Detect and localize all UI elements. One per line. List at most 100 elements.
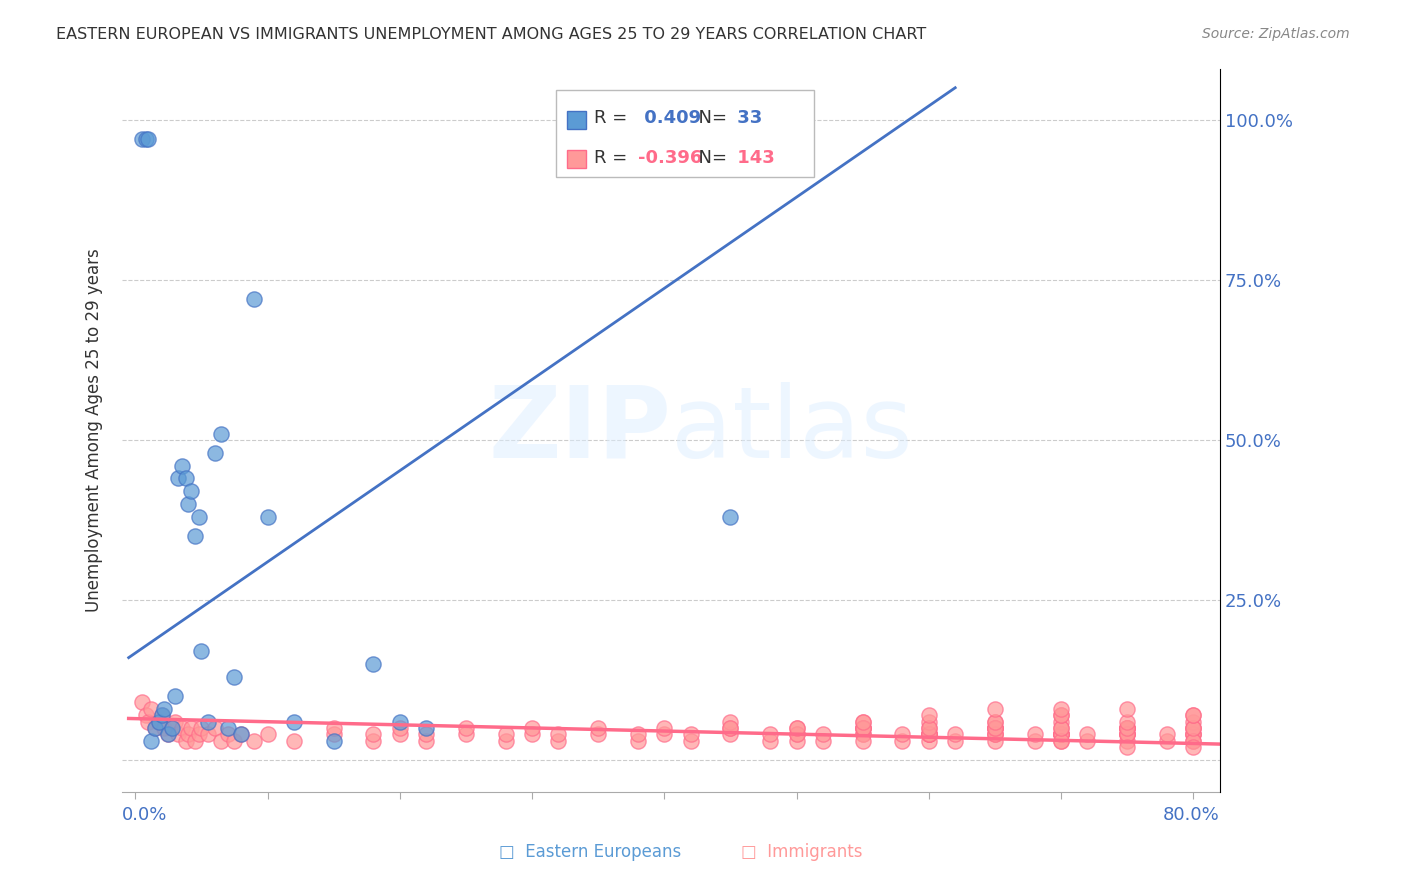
Point bbox=[520, 727, 543, 741]
Point bbox=[918, 727, 941, 741]
Point bbox=[163, 714, 186, 729]
Point bbox=[143, 721, 166, 735]
Point bbox=[322, 727, 344, 741]
Point bbox=[943, 734, 966, 748]
Point bbox=[918, 727, 941, 741]
Point bbox=[1182, 734, 1205, 748]
Point bbox=[891, 727, 914, 741]
Point bbox=[1050, 727, 1073, 741]
Point bbox=[197, 714, 219, 729]
Point bbox=[918, 727, 941, 741]
Point bbox=[138, 132, 160, 146]
Point bbox=[1050, 727, 1073, 741]
Point bbox=[153, 721, 176, 735]
Point bbox=[190, 721, 212, 735]
Point bbox=[177, 727, 200, 741]
FancyBboxPatch shape bbox=[567, 150, 586, 169]
Point bbox=[187, 509, 209, 524]
Text: R =: R = bbox=[595, 149, 633, 167]
Point bbox=[984, 714, 1007, 729]
Point bbox=[363, 657, 385, 671]
Point bbox=[131, 696, 153, 710]
Point bbox=[139, 702, 162, 716]
Point bbox=[943, 727, 966, 741]
Point bbox=[786, 721, 808, 735]
Point bbox=[177, 497, 200, 511]
Point bbox=[918, 721, 941, 735]
Point bbox=[131, 132, 153, 146]
Point bbox=[586, 721, 609, 735]
Point bbox=[811, 734, 834, 748]
Point bbox=[157, 727, 180, 741]
Point bbox=[180, 484, 202, 499]
Point bbox=[984, 727, 1007, 741]
Point bbox=[135, 708, 157, 723]
Point bbox=[1050, 721, 1073, 735]
Point bbox=[679, 734, 702, 748]
Point bbox=[918, 714, 941, 729]
Point bbox=[1076, 727, 1098, 741]
Point bbox=[918, 708, 941, 723]
Point bbox=[1116, 727, 1139, 741]
Point bbox=[984, 721, 1007, 735]
Point bbox=[1050, 734, 1073, 748]
Point bbox=[209, 426, 232, 441]
Point bbox=[984, 727, 1007, 741]
Point bbox=[1050, 721, 1073, 735]
Point bbox=[852, 721, 875, 735]
Point bbox=[153, 702, 176, 716]
Point bbox=[984, 734, 1007, 748]
Point bbox=[718, 721, 741, 735]
Text: N=: N= bbox=[688, 149, 733, 167]
Point bbox=[174, 734, 197, 748]
Point bbox=[1116, 721, 1139, 735]
Text: 0.0%: 0.0% bbox=[122, 806, 167, 824]
Point bbox=[187, 727, 209, 741]
Point bbox=[811, 727, 834, 741]
Point bbox=[1050, 708, 1073, 723]
Point bbox=[388, 721, 411, 735]
Point bbox=[143, 721, 166, 735]
Point bbox=[1156, 734, 1178, 748]
Point bbox=[157, 727, 180, 741]
Point bbox=[204, 446, 226, 460]
Point bbox=[1050, 727, 1073, 741]
Text: R =: R = bbox=[595, 110, 633, 128]
Point bbox=[1182, 708, 1205, 723]
Point bbox=[363, 727, 385, 741]
Point bbox=[1116, 740, 1139, 755]
Point bbox=[1182, 721, 1205, 735]
Point bbox=[718, 509, 741, 524]
Point bbox=[786, 721, 808, 735]
Point bbox=[918, 727, 941, 741]
Point bbox=[209, 734, 232, 748]
Point bbox=[454, 727, 477, 741]
Point bbox=[627, 727, 650, 741]
Point bbox=[718, 714, 741, 729]
Point bbox=[1050, 727, 1073, 741]
Text: 33: 33 bbox=[731, 110, 762, 128]
Point bbox=[224, 670, 246, 684]
Point bbox=[415, 727, 437, 741]
Point bbox=[139, 734, 162, 748]
Point bbox=[1156, 727, 1178, 741]
Point bbox=[322, 734, 344, 748]
Point bbox=[135, 132, 157, 146]
Point bbox=[984, 702, 1007, 716]
Point bbox=[852, 727, 875, 741]
Point bbox=[1116, 727, 1139, 741]
Point bbox=[852, 721, 875, 735]
Point bbox=[918, 734, 941, 748]
Point bbox=[162, 721, 184, 735]
Point bbox=[217, 727, 239, 741]
Text: □  Immigrants: □ Immigrants bbox=[741, 843, 862, 861]
Point bbox=[1116, 734, 1139, 748]
Point bbox=[1024, 727, 1046, 741]
Point bbox=[1050, 727, 1073, 741]
Point bbox=[243, 292, 266, 306]
Point bbox=[1182, 734, 1205, 748]
Point bbox=[174, 471, 197, 485]
Point bbox=[520, 721, 543, 735]
Point bbox=[852, 727, 875, 741]
Point bbox=[180, 721, 202, 735]
